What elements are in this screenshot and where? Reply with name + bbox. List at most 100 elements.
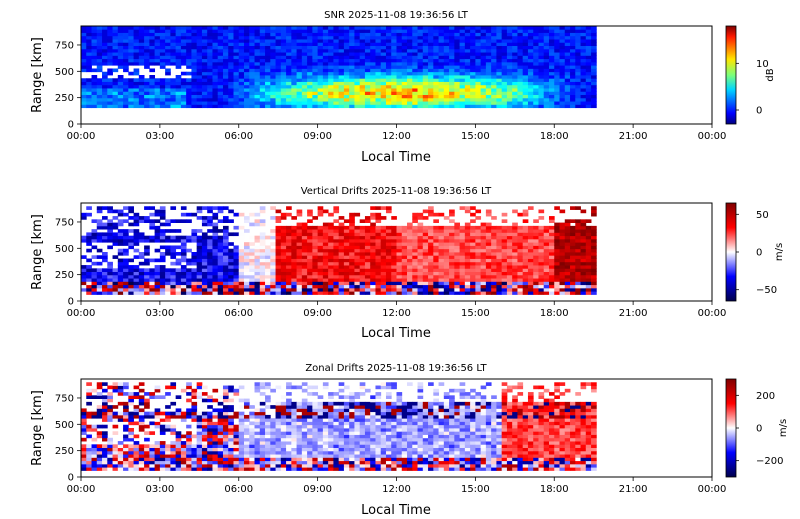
heatmap-cell (385, 81, 392, 86)
heatmap-cell (359, 268, 366, 272)
heatmap-cell (449, 265, 455, 269)
heatmap-cell (433, 48, 439, 53)
heatmap-cell (81, 84, 87, 89)
heatmap-cell (265, 55, 271, 60)
heatmap-cell (559, 271, 566, 276)
heatmap-cell (307, 291, 313, 295)
heatmap-cell (349, 252, 355, 256)
heatmap-cell (491, 39, 497, 43)
heatmap-cell (548, 265, 555, 269)
heatmap-cell (464, 55, 471, 60)
heatmap-cell (91, 460, 98, 465)
heatmap-cell (438, 261, 445, 266)
heatmap-cell (259, 65, 266, 69)
heatmap-cell (459, 71, 466, 76)
heatmap-cell (91, 229, 98, 233)
heatmap-cell (159, 235, 166, 240)
heatmap-cell (112, 101, 119, 105)
heatmap-cell (254, 261, 261, 266)
heatmap-cell (464, 81, 471, 86)
heatmap-cell (180, 48, 187, 53)
heatmap-cell (86, 52, 92, 56)
heatmap-cell (81, 42, 87, 46)
heatmap-cell (449, 65, 455, 69)
heatmap-cell (228, 58, 234, 63)
heatmap-cell (591, 42, 597, 46)
heatmap-cell (412, 42, 418, 46)
heatmap-cell (180, 255, 187, 259)
heatmap-cell (128, 411, 134, 416)
heatmap-cell (212, 252, 219, 256)
heatmap-cell (385, 75, 392, 79)
x-tick-label: 15:00 (461, 131, 490, 142)
heatmap-cell (154, 444, 161, 448)
heatmap-cell (228, 291, 234, 295)
heatmap-cell (317, 94, 324, 99)
heatmap-cell (301, 65, 308, 69)
heatmap-cell (328, 55, 334, 60)
heatmap-cell (580, 78, 587, 82)
heatmap-cell (328, 81, 334, 86)
heatmap-cell (575, 81, 581, 86)
heatmap-cell (212, 52, 219, 56)
heatmap-cell (548, 291, 555, 295)
heatmap-cell (522, 284, 529, 289)
heatmap-cell (149, 392, 156, 396)
heatmap-cell (501, 271, 508, 276)
heatmap-cell (385, 281, 392, 286)
heatmap-cell (401, 65, 408, 69)
heatmap-cell (338, 42, 345, 46)
heatmap-cell (154, 271, 161, 276)
heatmap-cell (186, 235, 192, 240)
heatmap-cell (585, 61, 592, 66)
heatmap-cell (438, 271, 445, 276)
heatmap-cell (343, 84, 350, 89)
heatmap-cell (280, 29, 287, 33)
heatmap-cell (265, 268, 271, 272)
heatmap-cell (317, 29, 324, 33)
heatmap-cell (191, 454, 198, 458)
heatmap-cell (222, 52, 229, 56)
heatmap-cell (417, 42, 424, 46)
heatmap-cell (102, 235, 108, 240)
heatmap-cell (538, 48, 545, 53)
heatmap-cell (570, 61, 576, 66)
heatmap-cell (359, 101, 366, 105)
heatmap-cell (96, 97, 103, 102)
heatmap-cell (154, 248, 161, 253)
heatmap-cell (149, 75, 156, 79)
heatmap-cell (496, 101, 503, 105)
heatmap-cell (196, 48, 203, 53)
heatmap-cell (517, 287, 524, 292)
heatmap-cell (491, 242, 497, 246)
heatmap-cell (328, 48, 334, 53)
heatmap-cell (81, 284, 87, 289)
heatmap-cell (491, 255, 497, 259)
heatmap-cell (275, 101, 282, 105)
heatmap-cell (480, 232, 487, 237)
heatmap-cell (81, 274, 87, 279)
heatmap-cell (459, 88, 466, 92)
heatmap-cell (254, 287, 261, 292)
heatmap-cell (196, 414, 203, 419)
heatmap-cell (543, 78, 550, 82)
heatmap-cell (591, 58, 597, 63)
heatmap-cell (496, 42, 503, 46)
heatmap-cell (328, 255, 334, 259)
heatmap-cell (359, 97, 366, 102)
heatmap-cell (338, 101, 345, 105)
heatmap-cell (417, 91, 424, 95)
heatmap-cell (527, 281, 534, 286)
heatmap-cell (333, 242, 340, 246)
heatmap-cell (349, 229, 355, 233)
heatmap-cell (102, 268, 108, 272)
heatmap-cell (407, 48, 413, 53)
heatmap-cell (133, 104, 140, 109)
heatmap-cell (191, 281, 198, 286)
heatmap-cell (564, 268, 571, 272)
heatmap-cell (270, 235, 276, 240)
heatmap-cell (296, 75, 303, 79)
heatmap-cell (538, 42, 545, 46)
heatmap-cell (349, 52, 355, 56)
heatmap-cell (123, 454, 129, 458)
